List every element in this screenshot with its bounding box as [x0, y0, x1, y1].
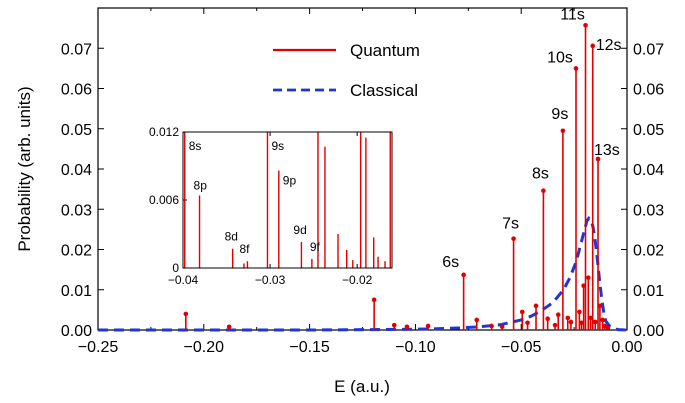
x-tick-label: −0.25 [78, 339, 119, 356]
peak-label-6s: 6s [442, 254, 459, 271]
quantum-peak-stem-dot [583, 23, 588, 28]
quantum-stem-dot [525, 320, 530, 326]
y-tick-label: 0.07 [61, 41, 92, 58]
inset-peak-label-9s: 9s [271, 139, 284, 153]
inset-background [183, 132, 392, 268]
inset-peak-label-9d: 9d [293, 223, 306, 237]
quantum-peak-stem-dot [595, 156, 601, 162]
quantum-peak-stem-dot [461, 272, 466, 278]
quantum-peak-stem-dot [541, 188, 546, 194]
y-tick-label: 0.04 [61, 162, 92, 179]
main-axis-ticks: −0.25 −0.20 −0.15 −0.10 −0.05 0.000.00 0.000.0… [61, 8, 664, 356]
y-tick-label: 0.01 [61, 283, 92, 300]
quantum-stem-dot [371, 297, 377, 303]
x-tick-label: −0.10 [395, 339, 436, 356]
y-tick-label-right: 0.02 [633, 243, 664, 260]
quantum-stem-dot [565, 315, 571, 321]
quantum-peak-stem-dot [511, 236, 516, 241]
quantum-stem-dot [588, 315, 593, 321]
quantum-stem-dot [533, 303, 539, 309]
quantum-peak-stem-dot [590, 43, 596, 49]
peak-label-10s: 10s [547, 49, 573, 66]
quantum-stem-dot [474, 317, 480, 323]
inset-x-tick-label: −0.02 [342, 273, 373, 287]
inset-peak-label-8f: 8f [239, 242, 250, 256]
y-tick-label-right: 0.01 [633, 283, 664, 300]
peak-label-9s: 9s [551, 106, 568, 123]
quantum-stem-dot [577, 309, 582, 315]
quantum-stem-dot [404, 324, 410, 330]
inset-peak-label-9f: 9f [310, 240, 321, 254]
quantum-stem-dot [425, 323, 431, 329]
y-tick-label: 0.00 [61, 323, 92, 340]
quantum-stem-dot [605, 325, 611, 330]
quantum-stem-dot [592, 319, 598, 325]
legend-classical-label: Classical [350, 81, 418, 100]
quantum-stem-dot [499, 324, 505, 330]
quantum-stem-dot [579, 320, 584, 326]
y-tick-label: 0.05 [61, 122, 92, 139]
inset-peak-label-8s: 8s [189, 139, 202, 153]
peak-label-12s: 12s [596, 37, 622, 54]
quantum-stem-dot [226, 324, 232, 330]
quantum-stem-dot [545, 316, 550, 322]
quantum-stem-dot [585, 275, 591, 280]
y-tick-label-right: 0.03 [633, 202, 664, 219]
inset-y-tick-label: 0.006 [149, 193, 179, 207]
y-tick-label-right: 0.07 [633, 41, 664, 58]
quantum-stems-group: 6s 7s 8s 9s 10s 11s 12s 13s [183, 6, 622, 330]
quantum-stem-dot [552, 322, 558, 328]
inset-y-tick-label: 0.012 [149, 125, 179, 139]
inset-x-tick-label: −0.03 [255, 273, 286, 287]
x-tick-label: 0.00 [611, 339, 642, 356]
quantum-peak-stem-dot [573, 66, 579, 71]
inset-peak-label-8p: 8p [194, 178, 208, 192]
peak-label-13s: 13s [594, 142, 620, 159]
classical-curve [98, 216, 628, 332]
inset-x-tick-label: −0.04 [168, 273, 199, 287]
x-tick-label: −0.05 [501, 339, 542, 356]
peak-label-11s: 11s [560, 6, 585, 23]
y-axis-label: Probability (arb. units) [15, 86, 34, 251]
y-tick-label-right: 0.00 [633, 323, 664, 340]
inset-peak-label-8d: 8d [225, 230, 238, 244]
inset-y-tick-label: 0 [172, 261, 179, 275]
x-tick-label: −0.15 [289, 339, 330, 356]
quantum-stem-dot [568, 319, 574, 325]
x-tick-label: −0.20 [184, 339, 225, 356]
quantum-stem-dot [489, 323, 494, 329]
y-tick-label: 0.03 [61, 202, 92, 219]
inset-peak-label-9p: 9p [283, 174, 297, 188]
y-tick-label: 0.02 [61, 243, 92, 260]
quantum-stem-dot [555, 312, 561, 318]
inset-frame [182, 131, 393, 269]
y-tick-label-right: 0.04 [633, 162, 664, 179]
quantum-stem-dot [600, 317, 605, 323]
peak-label-7s: 7s [502, 216, 519, 233]
y-tick-label-right: 0.06 [633, 82, 664, 99]
legend: Quantum Classical [273, 41, 420, 100]
peak-label-8s: 8s [532, 166, 549, 183]
quantum-stem-dot [391, 322, 397, 328]
y-tick-label: 0.06 [61, 82, 92, 99]
quantum-stem-dot [519, 309, 525, 315]
quantum-peak-stem-dot [560, 128, 566, 134]
classical-curve-group [98, 216, 628, 332]
legend-quantum-label: Quantum [350, 41, 420, 60]
x-axis-label: E (a.u.) [334, 377, 390, 396]
y-tick-label-right: 0.05 [633, 122, 664, 139]
quantum-stem-dot [183, 311, 189, 317]
